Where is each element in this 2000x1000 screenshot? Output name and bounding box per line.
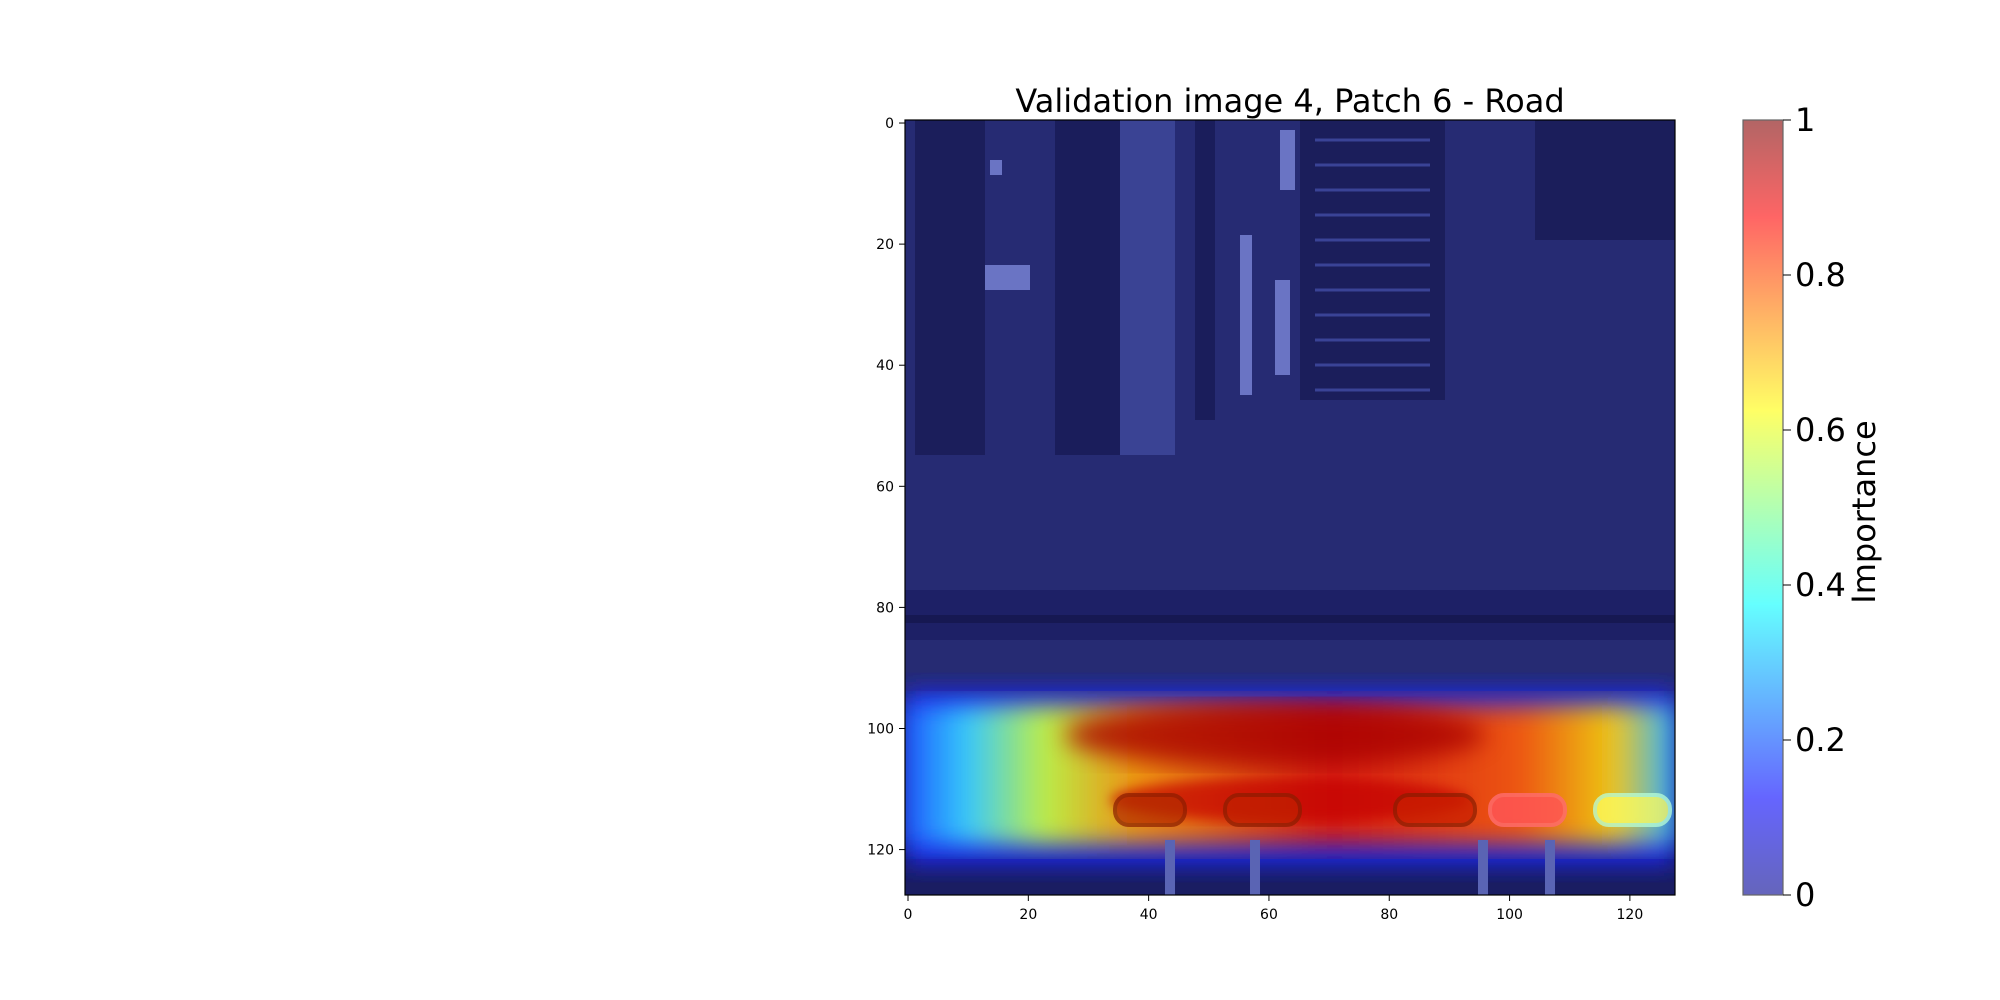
x-axis: 0 20 40 60 80 100 120: [904, 895, 1644, 923]
chart-title: Validation image 4, Patch 6 - Road: [1015, 82, 1564, 120]
scene-structures: [915, 120, 1675, 455]
y-tick-label: 100: [867, 721, 894, 737]
colorbar-tick-label: 0: [1795, 876, 1815, 914]
x-tick-label: 0: [904, 907, 913, 923]
colorbar-ticks: 0 0.2 0.4 0.6 0.8 1: [1783, 101, 1846, 914]
x-tick-label: 40: [1140, 907, 1158, 923]
scene-posts: [1165, 840, 1555, 895]
y-tick-label: 120: [867, 843, 894, 859]
y-tick-label: 20: [876, 237, 894, 253]
y-tick-label: 80: [876, 600, 894, 616]
colorbar-tick-label: 0.8: [1795, 256, 1846, 294]
x-tick-label: 60: [1260, 907, 1278, 923]
colorbar-tick-label: 0.6: [1795, 411, 1846, 449]
y-tick-label: 40: [876, 358, 894, 374]
heatmap-image: [905, 120, 1675, 895]
plot-frame: [904, 119, 1676, 896]
vehicle-blobs: [1113, 793, 1672, 827]
y-tick-label: 60: [876, 479, 894, 495]
colorbar-label: Importance: [1845, 420, 1883, 603]
colorbar-tick-label: 0.2: [1795, 721, 1846, 759]
x-tick-label: 120: [1617, 907, 1644, 923]
colorbar-tick-label: 0.4: [1795, 566, 1846, 604]
y-axis: 0 20 40 60 80 100 120: [867, 116, 905, 859]
scene-stripes: [1315, 138, 1430, 392]
scene-lights: [985, 130, 1295, 395]
x-tick-label: 80: [1380, 907, 1398, 923]
colorbar: [1742, 119, 1784, 896]
importance-peak: [1065, 703, 1485, 767]
y-tick-label: 0: [885, 116, 894, 132]
x-tick-label: 20: [1019, 907, 1037, 923]
colorbar-tick-label: 1: [1795, 101, 1815, 139]
x-tick-label: 100: [1496, 907, 1523, 923]
